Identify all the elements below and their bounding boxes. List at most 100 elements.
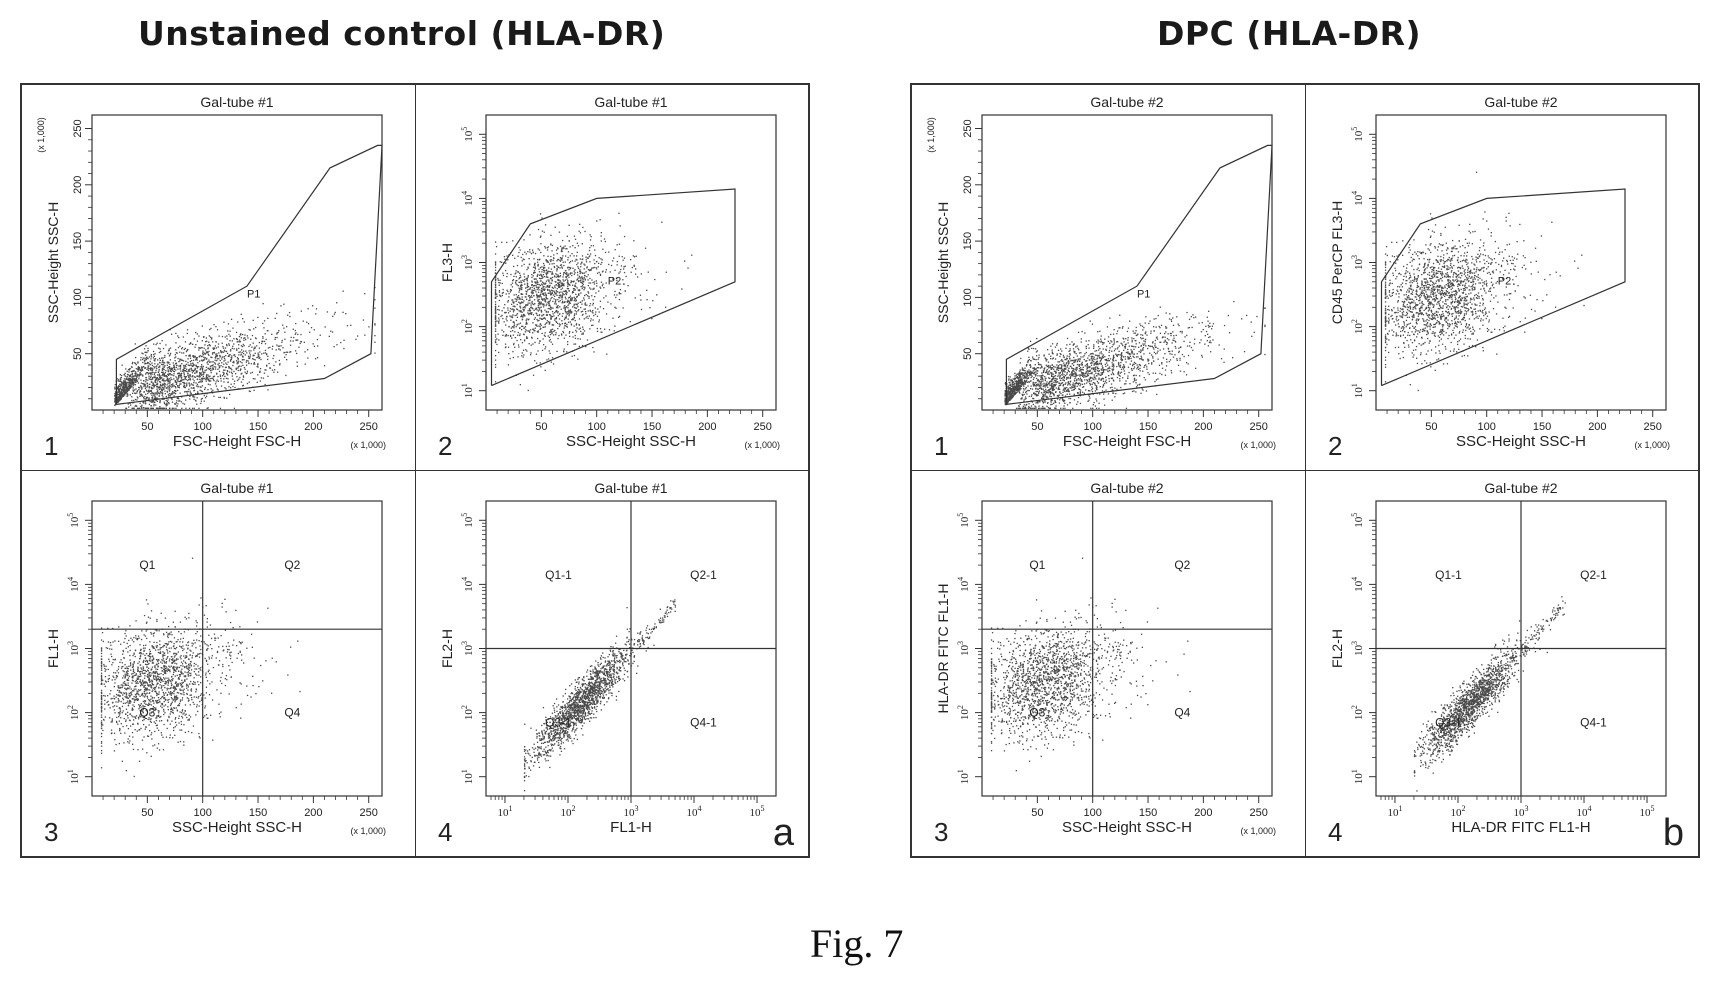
scatter-point bbox=[521, 329, 523, 331]
scatter-point bbox=[164, 354, 166, 357]
scatter-point bbox=[163, 671, 165, 673]
scatter-point bbox=[531, 312, 533, 314]
scatter-point bbox=[131, 694, 133, 696]
scatter-point bbox=[532, 290, 534, 292]
scatter-point bbox=[564, 309, 566, 311]
scatter-point bbox=[600, 240, 602, 242]
scatter-point bbox=[521, 281, 523, 284]
scatter-point bbox=[111, 718, 113, 720]
scatter-point bbox=[260, 377, 262, 379]
scatter-point bbox=[218, 367, 220, 369]
scatter-point bbox=[214, 357, 217, 359]
scatter-point bbox=[537, 291, 540, 293]
scatter-point bbox=[281, 341, 283, 343]
scatter-point bbox=[494, 266, 497, 269]
scatter-point bbox=[163, 384, 166, 386]
scatter-point bbox=[216, 355, 219, 357]
scatter-point bbox=[149, 659, 151, 661]
scatter-point bbox=[357, 335, 359, 337]
scatter-point bbox=[154, 375, 156, 377]
scatter-point bbox=[206, 648, 208, 651]
scatter-point bbox=[515, 300, 517, 303]
scatter-point bbox=[135, 356, 137, 359]
scatter-point bbox=[166, 379, 168, 381]
scatter-point bbox=[162, 366, 164, 368]
scatter-point bbox=[545, 346, 547, 348]
scatter-point bbox=[543, 271, 545, 273]
scatter-point bbox=[577, 338, 579, 340]
scatter-point bbox=[135, 673, 137, 675]
scatter-point bbox=[546, 249, 549, 251]
scatter-point bbox=[543, 289, 546, 291]
scatter-point bbox=[139, 385, 142, 387]
scatter-point bbox=[545, 273, 547, 275]
scatter-point bbox=[549, 290, 551, 292]
scatter-point bbox=[567, 285, 569, 288]
scatter-point bbox=[129, 379, 131, 381]
scatter-point bbox=[168, 373, 170, 375]
scatter-point bbox=[561, 259, 563, 261]
scatter-point bbox=[534, 327, 536, 329]
scatter-point bbox=[661, 221, 663, 223]
scatter-point bbox=[555, 300, 557, 302]
scatter-point bbox=[515, 283, 517, 285]
scatter-point bbox=[122, 697, 124, 699]
scatter-point bbox=[161, 662, 163, 664]
scatter-point bbox=[154, 358, 156, 360]
scatter-point bbox=[141, 407, 143, 409]
scatter-point bbox=[582, 281, 584, 283]
scatter-point bbox=[134, 379, 136, 381]
scatter-point bbox=[180, 693, 182, 695]
scatter-point bbox=[150, 390, 153, 392]
scatter-point bbox=[115, 394, 117, 397]
scatter-point bbox=[188, 699, 190, 702]
scatter-point bbox=[137, 699, 139, 701]
scatter-point bbox=[136, 678, 138, 681]
scatter-point bbox=[131, 380, 134, 382]
scatter-point bbox=[232, 627, 234, 629]
scatter-point bbox=[221, 375, 224, 377]
scatter-point bbox=[343, 347, 345, 350]
scatter-point bbox=[133, 690, 135, 692]
scatter-point bbox=[557, 291, 559, 293]
scatter-point bbox=[538, 259, 540, 261]
scatter-point bbox=[244, 337, 246, 339]
scatter-point bbox=[649, 307, 651, 309]
scatter-point bbox=[577, 266, 579, 268]
scatter-point bbox=[226, 345, 228, 347]
scatter-point bbox=[181, 359, 184, 361]
scatter-point bbox=[178, 674, 181, 676]
scatter-point bbox=[494, 320, 497, 323]
scatter-point bbox=[273, 371, 275, 373]
scatter-point bbox=[121, 662, 123, 664]
scatter-point bbox=[567, 273, 569, 275]
scatter-point bbox=[268, 362, 270, 365]
scatter-point bbox=[163, 388, 165, 390]
scatter-point bbox=[151, 666, 154, 668]
scatter-point bbox=[144, 407, 146, 409]
scatter-point bbox=[130, 383, 132, 385]
scatter-point bbox=[150, 633, 153, 635]
scatter-point bbox=[207, 671, 209, 673]
scatter-point bbox=[186, 349, 189, 351]
scatter-point bbox=[536, 261, 539, 263]
scatter-point bbox=[557, 284, 560, 286]
scatter-point bbox=[576, 251, 578, 253]
scatter-point bbox=[665, 271, 667, 273]
scatter-point bbox=[144, 361, 146, 363]
scatter-point bbox=[217, 346, 219, 348]
scatter-point bbox=[146, 687, 148, 689]
scatter-point bbox=[567, 284, 569, 286]
scatter-point bbox=[566, 313, 568, 315]
scatter-point bbox=[147, 361, 149, 364]
scatter-point bbox=[182, 673, 184, 675]
scatter-point bbox=[142, 719, 144, 722]
scatter-point bbox=[190, 383, 193, 385]
scatter-point bbox=[494, 296, 497, 298]
scatter-point bbox=[147, 386, 149, 388]
scatter-point bbox=[539, 362, 541, 364]
scatter-point bbox=[188, 378, 190, 381]
scatter-point bbox=[633, 264, 635, 266]
scatter-point bbox=[178, 375, 180, 377]
scatter-point bbox=[228, 386, 230, 388]
